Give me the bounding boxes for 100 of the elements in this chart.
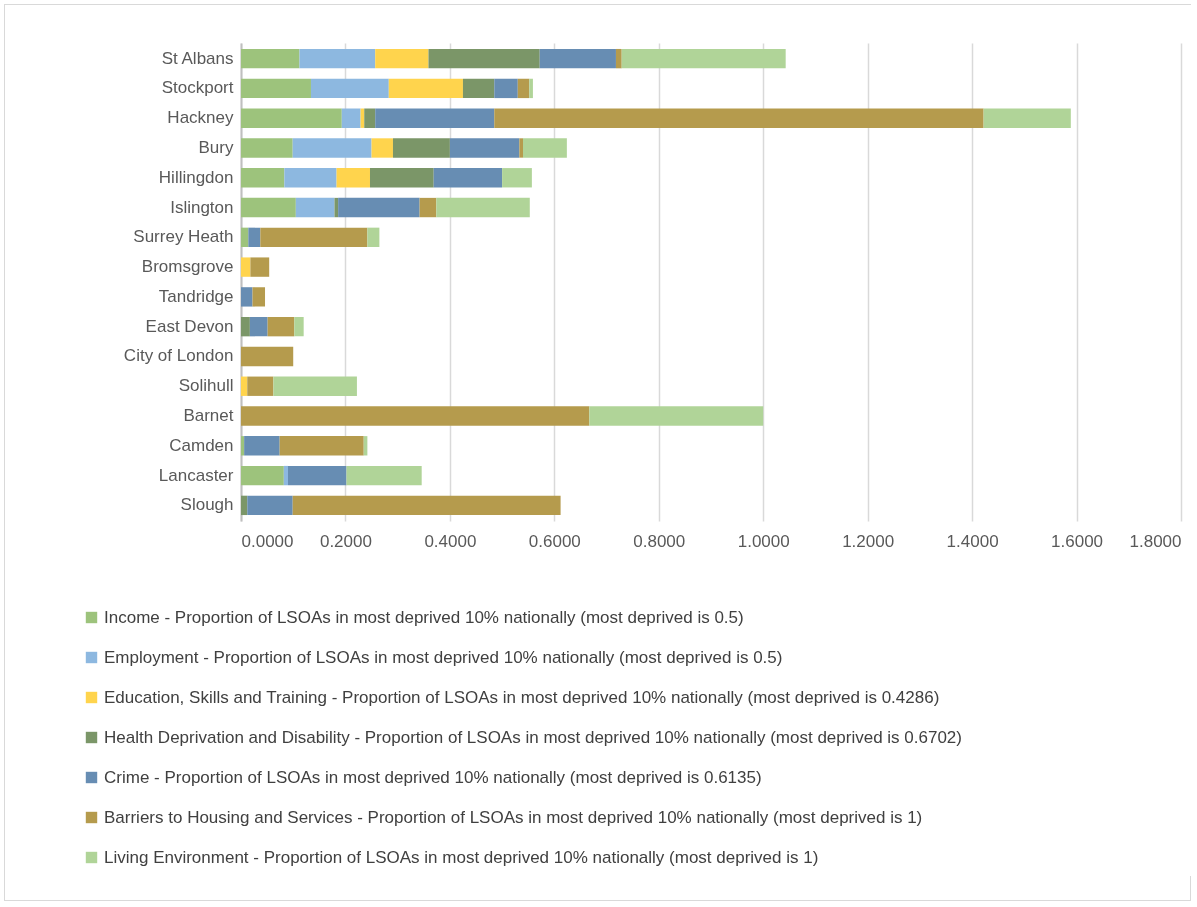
bar (338, 197, 420, 218)
bar (502, 168, 532, 188)
bar (375, 108, 495, 128)
legend-label: Income - Proportion of LSOAs in most deprived 10% nationally (most deprived is 0.5) (104, 607, 744, 627)
x-tick-label: 1.4000 (946, 531, 999, 551)
bar (494, 78, 518, 99)
bar (388, 78, 463, 99)
bar (252, 287, 266, 307)
bar (419, 197, 437, 218)
bar (260, 227, 368, 248)
y-tick-label: Stockport (161, 78, 234, 98)
y-tick-label: Tandridge (158, 286, 234, 306)
bar (273, 376, 357, 396)
bar (615, 48, 622, 69)
y-tick-label: Surrey Heath (133, 227, 234, 247)
bar (494, 108, 984, 128)
y-tick-label: Bromsgrove (141, 257, 234, 277)
legend-label: Education, Skills and Training - Proportion of LSOAs in most deprived 10% nationally (most deprived is 0.4286) (104, 687, 940, 707)
bar (341, 108, 361, 128)
bar (241, 168, 285, 188)
bar (241, 257, 251, 277)
bar (248, 227, 261, 248)
bar (523, 138, 567, 158)
bar (241, 48, 300, 69)
y-tick-label: East Devon (145, 316, 234, 336)
y-tick-label: Lancaster (158, 465, 234, 485)
x-tick-label: 0.2000 (319, 531, 372, 551)
bar (462, 78, 495, 99)
bar (392, 138, 450, 158)
bar (428, 48, 540, 69)
bar (589, 406, 764, 426)
bar (241, 108, 342, 128)
x-tick-label: 1.6000 (1051, 531, 1104, 551)
bar (241, 78, 311, 99)
y-tick-label: Islington (170, 197, 234, 217)
bar (369, 168, 434, 188)
y-tick-label: Barnet (183, 406, 234, 426)
bar (241, 197, 296, 218)
x-tick-label: 0.4000 (424, 531, 477, 551)
bar (367, 227, 380, 248)
bar (299, 48, 376, 69)
x-tick-label: 1.8000 (1129, 531, 1182, 551)
bar (241, 406, 590, 426)
y-tick-label: Camden (169, 435, 234, 455)
x-tick-label: 0.8000 (633, 531, 686, 551)
bar (529, 78, 533, 99)
bar (292, 495, 561, 516)
bar (247, 376, 274, 396)
bar (621, 48, 786, 69)
bar (241, 495, 248, 516)
bar (310, 78, 389, 99)
y-tick-label: St Albans (161, 48, 234, 68)
bar (241, 436, 245, 456)
x-tick-label: 1.0000 (737, 531, 790, 551)
y-tick-label: Solihull (178, 376, 234, 396)
y-tick-label: Bury (198, 137, 234, 157)
bar (244, 436, 280, 456)
bar (449, 138, 520, 158)
bar (241, 376, 248, 396)
y-tick-label: Slough (180, 495, 234, 515)
bar (241, 227, 249, 248)
x-tick-label: 0.0000 (241, 531, 294, 551)
bar (284, 168, 337, 188)
bar (279, 436, 364, 456)
y-tick-label: Hackney (167, 108, 234, 128)
bar (519, 138, 523, 158)
legend-label: Crime - Proportion of LSOAs in most deprived 10% nationally (most deprived is 0.6135) (104, 767, 762, 787)
bar (539, 48, 616, 69)
bar (247, 495, 293, 516)
bar (375, 48, 429, 69)
bar (241, 346, 294, 367)
bar (364, 108, 376, 128)
bar (433, 168, 503, 188)
bar (295, 197, 335, 218)
bar (436, 197, 530, 218)
legend-label: Living Environment - Proportion of LSOAs in most deprived 10% nationally (most deprived is 1) (104, 847, 819, 867)
bar (250, 257, 270, 277)
x-tick-label: 1.2000 (842, 531, 895, 551)
bar (517, 78, 530, 99)
bar (267, 316, 295, 337)
bar (334, 197, 339, 218)
legend-label: Barriers to Housing and Services - Proportion of LSOAs in most deprived 10% nationally (most deprived is 1) (104, 807, 923, 827)
bar (283, 465, 288, 486)
bar (346, 465, 422, 486)
bar (292, 138, 372, 158)
bar (336, 168, 370, 188)
legend-label: Health Deprivation and Disability - Proportion of LSOAs in most deprived 10% nationally (most deprived is 0.6702) (104, 727, 962, 747)
y-tick-label: Hillingdon (158, 167, 234, 187)
bar (241, 465, 284, 486)
bar (371, 138, 393, 158)
bar (983, 108, 1071, 128)
bar (288, 465, 347, 486)
bar (241, 316, 250, 337)
bar (241, 138, 293, 158)
bar (249, 316, 268, 337)
x-tick-label: 0.6000 (528, 531, 581, 551)
y-tick-label: City of London (123, 346, 234, 366)
bar (294, 316, 304, 337)
legend-label: Employment - Proportion of LSOAs in most deprived 10% nationally (most deprived is 0.5) (104, 647, 783, 667)
bar (241, 287, 253, 307)
